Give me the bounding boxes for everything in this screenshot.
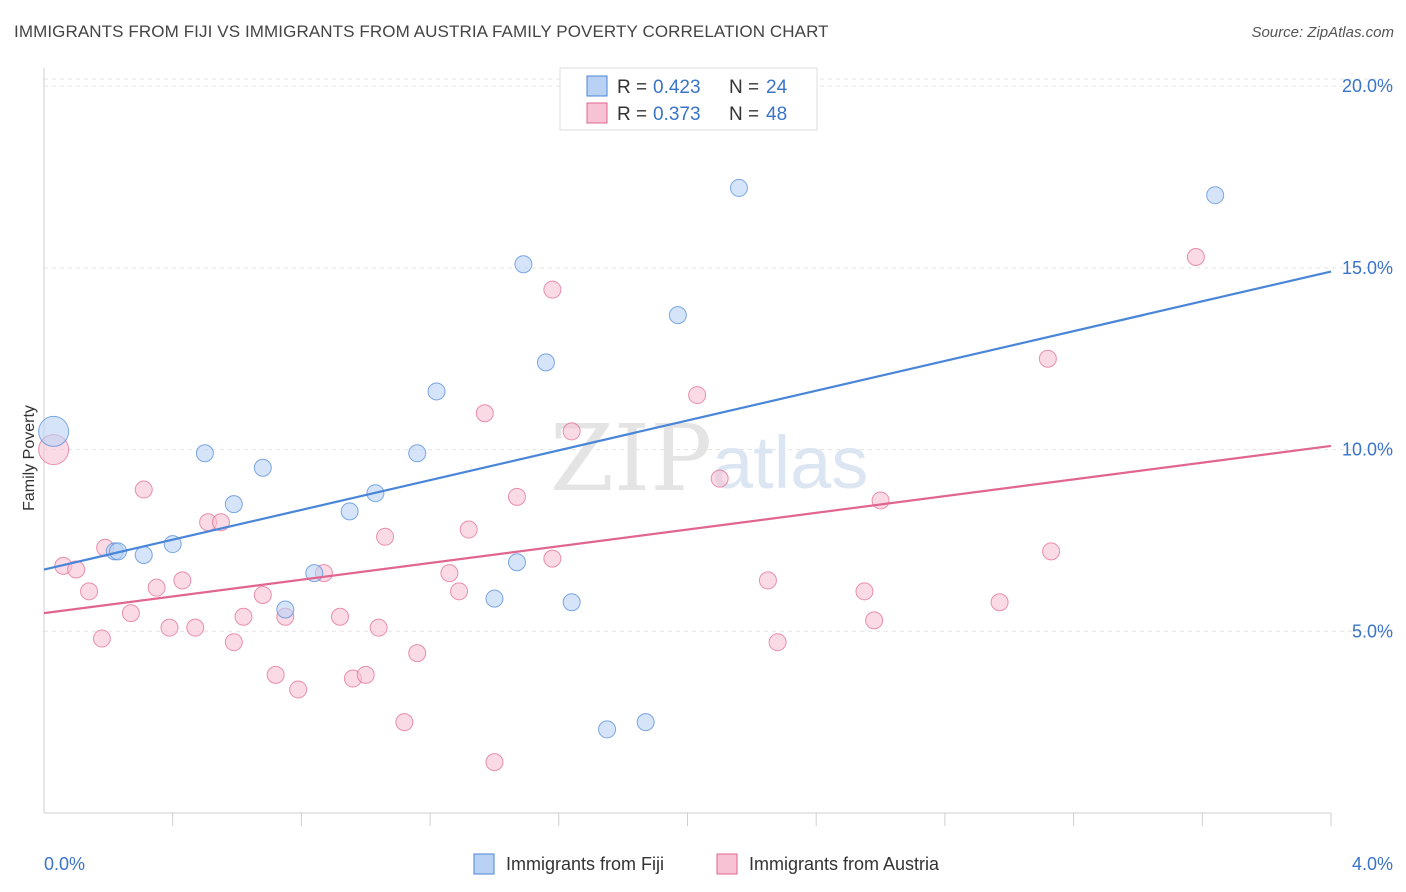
austria-point: [121, 604, 140, 623]
watermark: ZIP atlas: [550, 405, 868, 512]
y-tick-label: 20.0%: [1342, 76, 1393, 96]
fiji-trend-line: [43, 270, 1332, 571]
austria-points: [38, 247, 1205, 772]
fiji-point: [514, 255, 533, 274]
austria-point: [134, 480, 153, 499]
austria-point: [186, 618, 205, 637]
fiji-point: [276, 600, 295, 619]
fiji-point: [485, 589, 504, 608]
fiji-point: [134, 545, 153, 564]
stats-legend-fiji-n-label: N =: [729, 77, 764, 98]
stats-legend-fiji-r-label: R =: [617, 77, 652, 98]
austria-point: [173, 571, 192, 590]
austria-point: [80, 582, 99, 601]
austria-point: [507, 487, 526, 506]
austria-point: [855, 582, 874, 601]
austria-point: [450, 582, 469, 601]
fiji-point: [340, 502, 359, 521]
stats-legend-austria-n-label: N =: [729, 104, 764, 125]
austria-point: [253, 585, 272, 604]
y-tick-label: 10.0%: [1342, 440, 1393, 460]
stats-legend-austria-swatch: [586, 102, 608, 124]
austria-point: [92, 629, 111, 648]
tick-labels: 20.0% 15.0% 10.0% 5.0% 0.0% 4.0%: [44, 76, 1393, 874]
austria-point: [768, 633, 787, 652]
austria-point: [356, 665, 375, 684]
austria-point: [147, 578, 166, 597]
austria-point: [1186, 247, 1205, 266]
austria-point: [160, 618, 179, 637]
stats-legend-fiji-r-value: 0.423: [653, 77, 701, 98]
x-tick-label: 0.0%: [44, 854, 85, 874]
austria-point: [331, 607, 350, 626]
austria-point: [289, 680, 308, 699]
fiji-point: [668, 306, 687, 325]
austria-point: [562, 422, 581, 441]
austria-point: [475, 404, 494, 423]
fiji-point: [427, 382, 446, 401]
stats-legend: R = 0.423 N = 24 R = 0.373 N = 48: [559, 67, 818, 131]
fiji-point: [38, 415, 70, 447]
austria-point: [990, 593, 1009, 612]
y-tick-label: 15.0%: [1342, 258, 1393, 278]
fiji-point: [1206, 186, 1225, 205]
fiji-point: [195, 444, 214, 463]
series-legend: Immigrants from Fiji Immigrants from Aus…: [473, 853, 940, 875]
fiji-point: [598, 720, 617, 739]
stats-legend-austria-r-label: R =: [617, 104, 652, 125]
austria-point: [1038, 349, 1057, 368]
fiji-point: [507, 553, 526, 572]
y-tick-label: 5.0%: [1352, 621, 1393, 641]
stats-legend-austria-r-value: 0.373: [653, 104, 701, 125]
fiji-point: [562, 593, 581, 612]
austria-trend-line: [43, 444, 1332, 615]
fiji-point: [729, 178, 748, 197]
watermark-atlas: atlas: [712, 421, 868, 504]
fiji-point: [636, 713, 655, 732]
stats-legend-fiji-n-value: 24: [766, 77, 788, 98]
legend-fiji-label: Immigrants from Fiji: [506, 854, 664, 874]
fiji-point: [253, 458, 272, 477]
source-credit: Source: ZipAtlas.com: [1251, 24, 1394, 41]
stats-legend-austria-n-value: 48: [766, 104, 787, 125]
austria-point: [224, 633, 243, 652]
chart-title: IMMIGRANTS FROM FIJI VS IMMIGRANTS FROM …: [14, 22, 829, 41]
austria-point: [395, 713, 414, 732]
austria-point: [1042, 542, 1061, 561]
x-tick-label: 4.0%: [1352, 854, 1393, 874]
legend-austria-swatch: [716, 853, 738, 875]
fiji-points: [38, 178, 1225, 739]
trend-lines: [43, 270, 1332, 615]
austria-point: [376, 527, 395, 546]
austria-point: [459, 520, 478, 539]
austria-point: [369, 618, 388, 637]
austria-point: [865, 611, 884, 630]
fiji-point: [536, 353, 555, 372]
austria-point: [543, 280, 562, 299]
y-axis-label: Family Poverty: [21, 405, 38, 511]
grid-lines: [44, 78, 1393, 632]
stats-legend-fiji-swatch: [586, 75, 608, 97]
fiji-point: [408, 444, 427, 463]
austria-point: [758, 571, 777, 590]
austria-point: [440, 564, 459, 583]
fiji-point: [224, 495, 243, 514]
austria-point: [266, 665, 285, 684]
austria-point: [408, 644, 427, 663]
legend-fiji-swatch: [473, 853, 495, 875]
watermark-zip: ZIP: [550, 405, 712, 512]
austria-point: [485, 753, 504, 772]
legend-austria-label: Immigrants from Austria: [749, 854, 940, 874]
austria-point: [543, 549, 562, 568]
austria-point: [871, 491, 890, 510]
austria-point: [688, 386, 707, 405]
austria-point: [234, 607, 253, 626]
austria-point: [710, 469, 729, 488]
